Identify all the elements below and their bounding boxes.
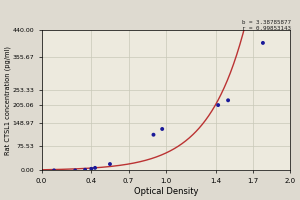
Point — [89, 167, 94, 170]
Point — [226, 99, 230, 102]
Point — [160, 127, 165, 131]
Point — [52, 169, 56, 172]
X-axis label: Optical Density: Optical Density — [134, 187, 198, 196]
Point — [83, 168, 88, 171]
Point — [216, 103, 220, 107]
Point — [73, 169, 77, 172]
Point — [151, 133, 156, 136]
Point — [260, 41, 265, 45]
Y-axis label: Rat CTSL1 concentration (pg/ml): Rat CTSL1 concentration (pg/ml) — [4, 46, 11, 155]
Text: b = 3.38785877
r = 0.99853143: b = 3.38785877 r = 0.99853143 — [242, 20, 291, 31]
Point — [93, 166, 98, 169]
Point — [108, 162, 112, 166]
